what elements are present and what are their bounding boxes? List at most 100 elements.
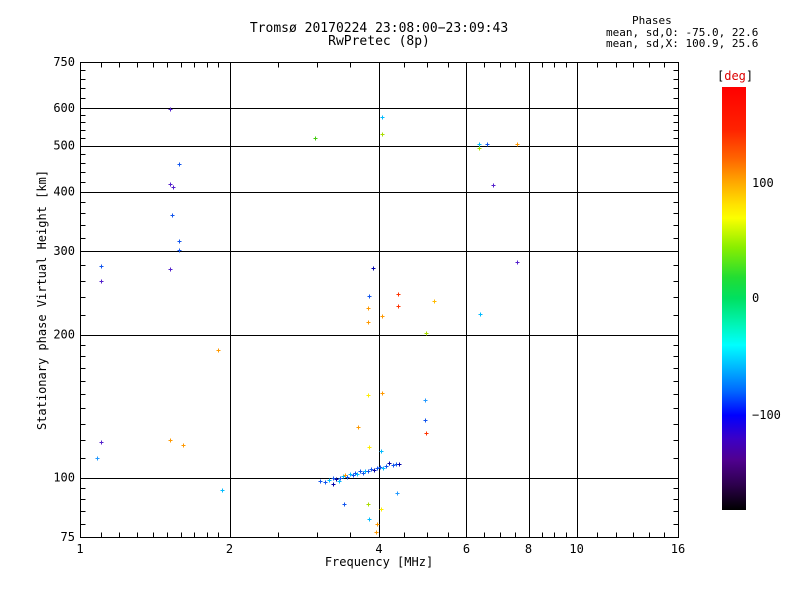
data-point [361, 471, 366, 476]
data-point [395, 491, 400, 496]
stats-header: Phases [632, 14, 672, 27]
data-point [99, 440, 104, 445]
data-point [323, 480, 328, 485]
data-point [351, 473, 356, 478]
stats-mean-x: mean, sd,X: 100.9, 25.6 [606, 37, 759, 50]
data-point [478, 312, 483, 317]
data-point [95, 456, 100, 461]
data-point [491, 183, 496, 188]
data-point [345, 475, 350, 480]
data-point [384, 464, 389, 469]
data-point [331, 476, 336, 481]
y-tick-label: 600 [53, 101, 75, 115]
data-point [313, 136, 318, 141]
data-point [391, 463, 396, 468]
data-point [356, 425, 361, 430]
data-point [374, 530, 379, 535]
data-point [343, 473, 348, 478]
data-point [380, 115, 385, 120]
data-point [168, 107, 173, 112]
colorbar [722, 87, 746, 510]
data-point [372, 468, 377, 473]
data-point [366, 502, 371, 507]
data-point [366, 469, 371, 474]
data-point [515, 142, 520, 147]
data-point [168, 267, 173, 272]
data-point [375, 466, 380, 471]
data-point [331, 482, 336, 487]
x-tick-label: 6 [463, 542, 470, 556]
data-point [338, 476, 343, 481]
x-tick-label: 1 [76, 542, 83, 556]
x-tick-label: 4 [375, 542, 382, 556]
x-tick-label: 2 [226, 542, 233, 556]
colorbar-label: [deg] [717, 69, 753, 83]
data-point [99, 279, 104, 284]
data-point [318, 479, 323, 484]
data-point [334, 477, 339, 482]
x-tick-label: 16 [671, 542, 685, 556]
y-tick-label: 750 [53, 55, 75, 69]
data-point [168, 182, 173, 187]
data-point [170, 213, 175, 218]
data-point [369, 467, 374, 472]
data-point [424, 331, 429, 336]
y-tick-label: 400 [53, 185, 75, 199]
y-axis-label: Stationary phase Virtual Height [km] [35, 169, 49, 431]
data-point [380, 391, 385, 396]
data-point [485, 142, 490, 147]
data-point [396, 304, 401, 309]
data-point [366, 320, 371, 325]
data-point [379, 449, 384, 454]
data-point [423, 418, 428, 423]
data-point [327, 478, 332, 483]
colorbar-label-close-bracket: ] [745, 69, 754, 83]
data-point [177, 248, 182, 253]
data-point [366, 393, 371, 398]
x-tick-label: 8 [525, 542, 532, 556]
stats-mean-o: mean, sd,O: -75.0, 22.6 [606, 25, 759, 39]
data-point [168, 438, 173, 443]
data-point [367, 445, 372, 450]
data-point [367, 517, 372, 522]
data-point [387, 461, 392, 466]
data-point [355, 472, 360, 477]
colorbar-label-open-bracket: [ [717, 69, 725, 83]
data-point [181, 443, 186, 448]
plot-subtitle: RwPretec (8p) [328, 34, 430, 49]
data-point [477, 146, 482, 151]
y-tick-label: 200 [53, 328, 75, 342]
data-point [99, 264, 104, 269]
data-point [397, 462, 402, 467]
data-point [381, 466, 386, 471]
data-point [342, 502, 347, 507]
data-point [216, 348, 221, 353]
data-point [220, 488, 225, 493]
data-point [378, 465, 383, 470]
stats-block: Phases mean, sd,O: -75.0, 22.6 mean, sd,… [606, 14, 759, 50]
data-point [424, 431, 429, 436]
colorbar-tick-label: −100 [752, 408, 781, 423]
data-point [371, 266, 376, 271]
x-axis-label: Frequency [MHz] [324, 555, 434, 569]
colorbar-tick-label: 0 [752, 291, 760, 306]
data-point [477, 142, 482, 147]
colorbar-label-text: deg [724, 69, 746, 83]
data-point [348, 472, 353, 477]
data-point [380, 132, 385, 137]
data-point [423, 398, 428, 403]
x-tick-label: 10 [569, 542, 583, 556]
data-point [177, 239, 182, 244]
data-point [366, 306, 371, 311]
y-tick-label: 75 [61, 530, 75, 544]
colorbar-tick-label: 100 [752, 176, 774, 191]
data-point [379, 507, 384, 512]
data-point [396, 292, 401, 297]
data-point [171, 185, 176, 190]
data-point [337, 479, 342, 484]
data-point [358, 469, 363, 474]
data-point [367, 294, 372, 299]
data-point [380, 314, 385, 319]
